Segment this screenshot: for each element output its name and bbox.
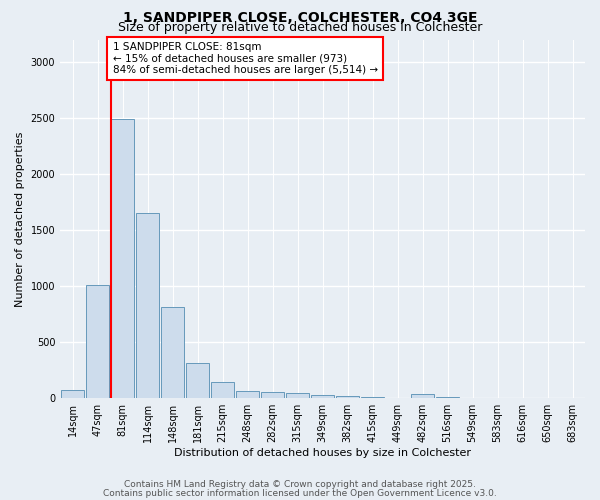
Text: 1, SANDPIPER CLOSE, COLCHESTER, CO4 3GE: 1, SANDPIPER CLOSE, COLCHESTER, CO4 3GE — [123, 11, 477, 25]
Bar — [262, 392, 284, 398]
Bar — [211, 382, 234, 398]
Bar — [86, 286, 109, 398]
Text: Contains HM Land Registry data © Crown copyright and database right 2025.: Contains HM Land Registry data © Crown c… — [124, 480, 476, 489]
Bar — [412, 394, 434, 398]
X-axis label: Distribution of detached houses by size in Colchester: Distribution of detached houses by size … — [174, 448, 471, 458]
Bar — [311, 395, 334, 398]
Text: Size of property relative to detached houses in Colchester: Size of property relative to detached ho… — [118, 22, 482, 35]
Bar — [236, 391, 259, 398]
Bar — [112, 120, 134, 398]
Text: 1 SANDPIPER CLOSE: 81sqm
← 15% of detached houses are smaller (973)
84% of semi-: 1 SANDPIPER CLOSE: 81sqm ← 15% of detach… — [113, 42, 378, 75]
Y-axis label: Number of detached properties: Number of detached properties — [15, 131, 25, 306]
Bar — [136, 214, 159, 398]
Bar — [61, 390, 84, 398]
Bar — [187, 363, 209, 398]
Bar — [337, 396, 359, 398]
Bar — [361, 397, 384, 398]
Bar — [286, 393, 309, 398]
Bar — [436, 397, 459, 398]
Bar — [161, 306, 184, 398]
Text: Contains public sector information licensed under the Open Government Licence v3: Contains public sector information licen… — [103, 488, 497, 498]
